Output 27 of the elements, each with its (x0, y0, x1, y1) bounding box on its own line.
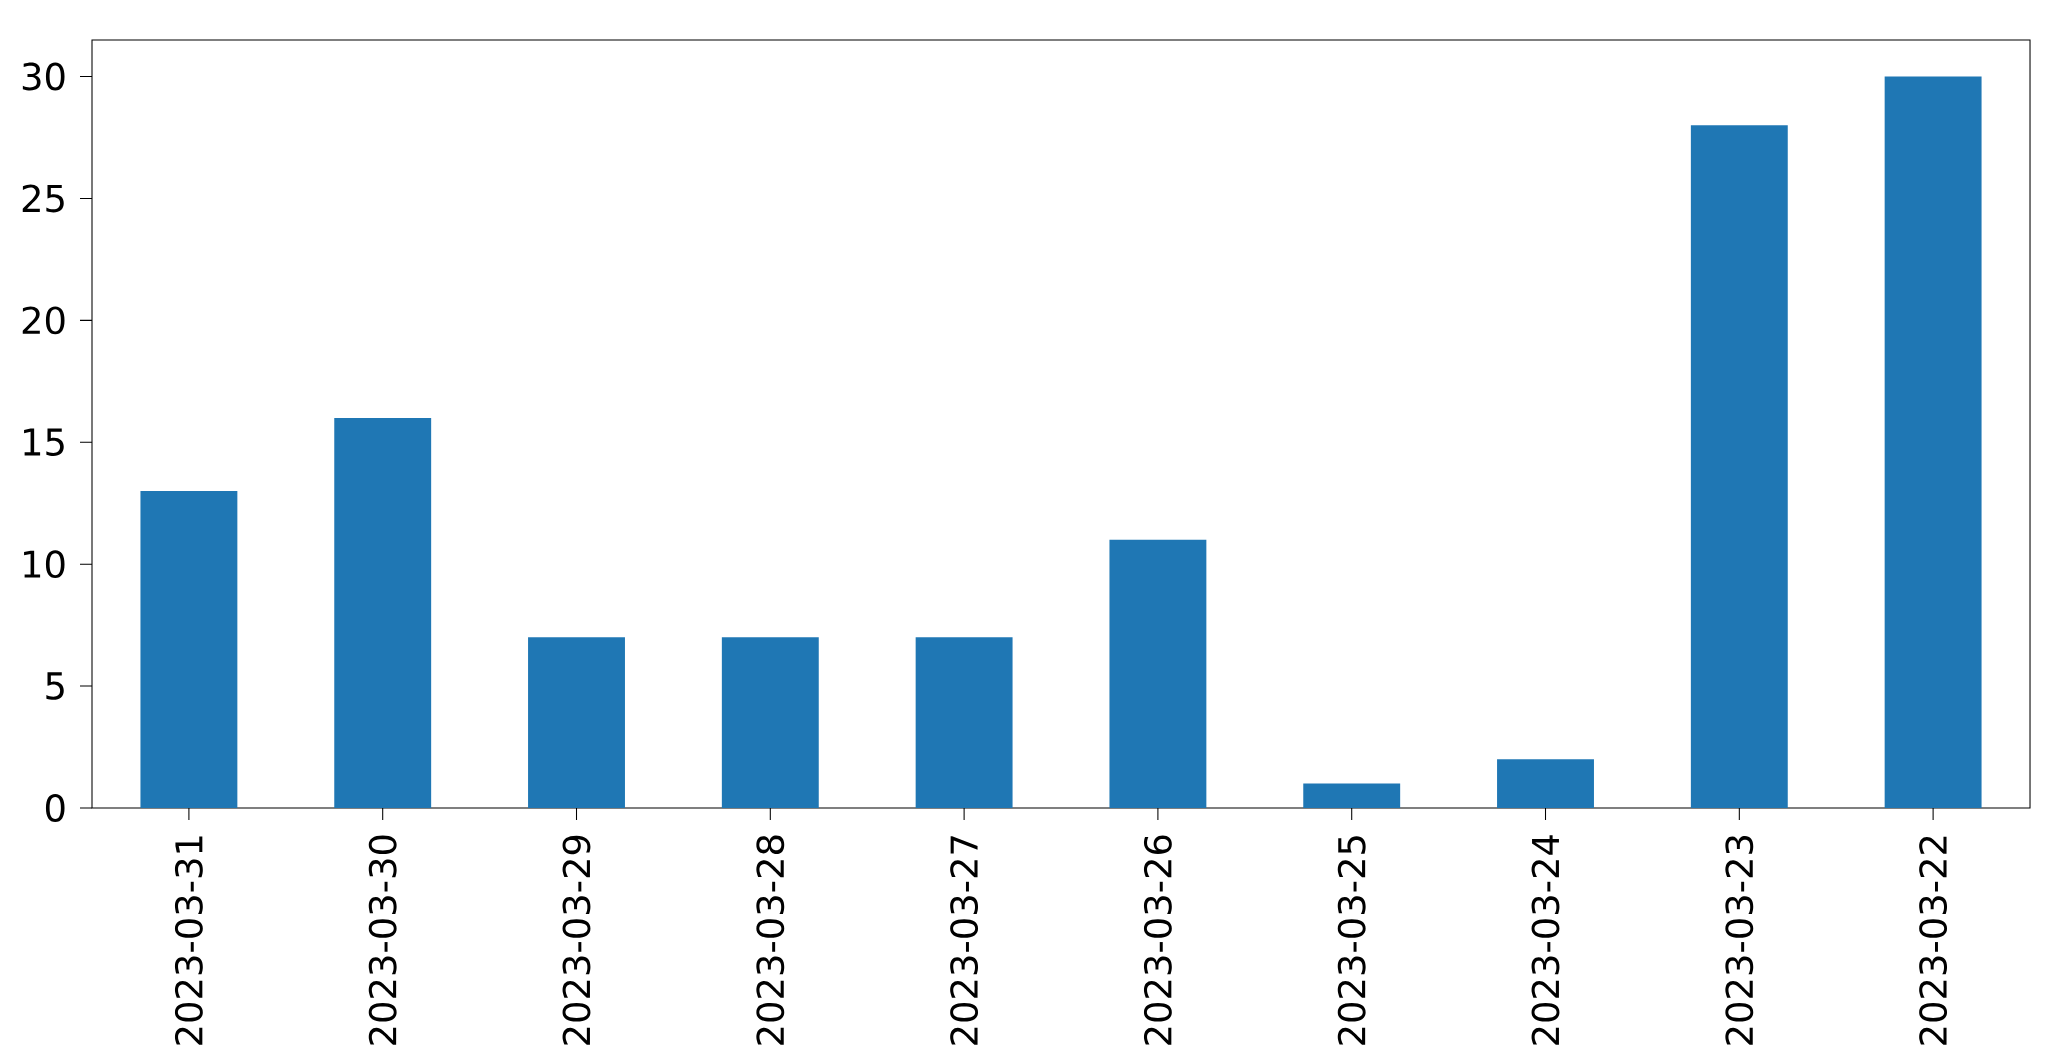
x-tick-label: 2023-03-25 (1337, 836, 1366, 1045)
y-tick-label: 5 (46, 672, 64, 700)
bar (1690, 125, 1788, 808)
x-tick-label: 2023-03-23 (1725, 836, 1754, 1045)
x-tick-label: 2023-03-22 (1919, 836, 1948, 1045)
x-tick-label: 2023-03-30 (368, 835, 397, 1045)
bar (528, 637, 625, 808)
y-tick-label: 0 (45, 794, 65, 822)
y-tick-label: 20 (22, 306, 65, 335)
bar (1884, 76, 1982, 808)
x-tick-label: 2023-03-29 (562, 835, 591, 1045)
x-tick-label: 2023-03-27 (950, 836, 979, 1045)
y-tick-label: 30 (22, 62, 65, 91)
bar (1303, 783, 1401, 808)
bar (334, 417, 432, 808)
x-tick-label: 2023-03-28 (756, 835, 785, 1045)
x-tick-label: 2023-03-31 (174, 836, 203, 1045)
x-tick-label: 2023-03-24 (1531, 835, 1560, 1045)
bar (1497, 759, 1594, 808)
bar (140, 491, 238, 808)
y-tick-label: 15 (24, 428, 64, 456)
y-tick-label: 25 (22, 184, 64, 213)
bar (721, 637, 819, 808)
bar (1109, 539, 1207, 808)
bar (915, 637, 1013, 808)
y-tick-label: 10 (24, 550, 65, 579)
x-tick-label: 2023-03-26 (1143, 835, 1172, 1045)
